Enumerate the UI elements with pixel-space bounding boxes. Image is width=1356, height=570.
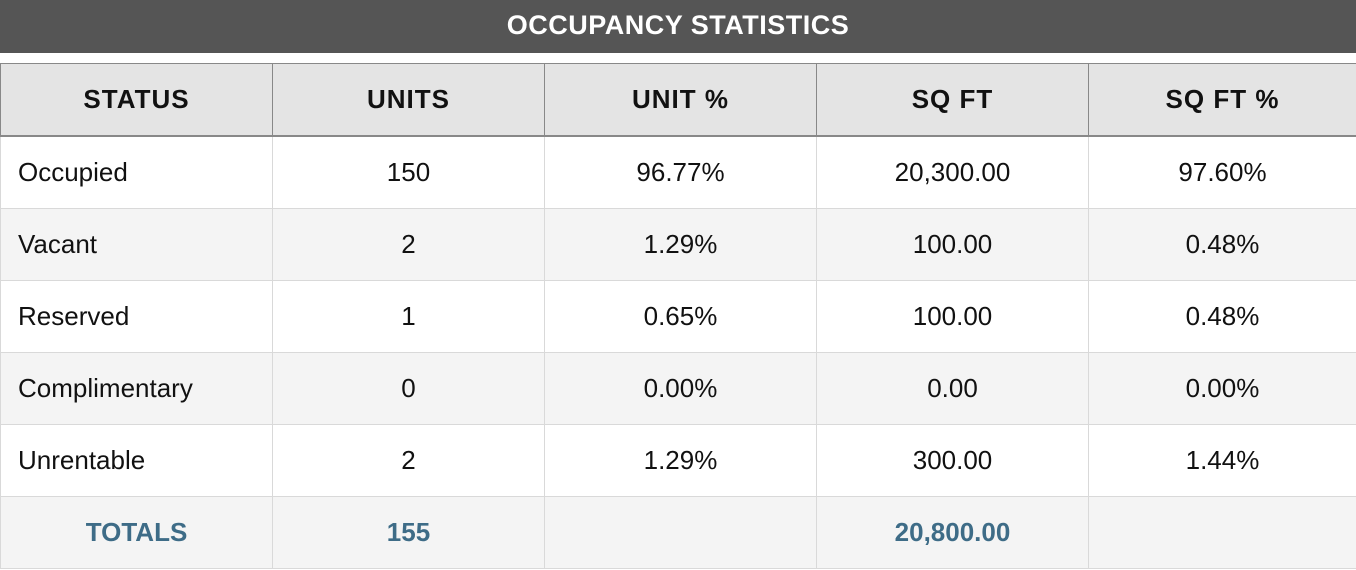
column-header-units: UNITS	[272, 63, 545, 137]
totals-units: 155	[272, 496, 545, 569]
page-title: OCCUPANCY STATISTICS	[0, 0, 1356, 53]
cell-sq-ft: 0.00	[816, 352, 1089, 425]
cell-status: Occupied	[0, 135, 273, 209]
cell-units: 2	[272, 208, 545, 281]
table-header-row: STATUS UNITS UNIT % SQ FT SQ FT %	[0, 63, 1356, 137]
cell-sq-ft-percent: 0.48%	[1088, 208, 1356, 281]
cell-units: 2	[272, 424, 545, 497]
cell-unit-percent: 96.77%	[544, 135, 817, 209]
cell-status: Vacant	[0, 208, 273, 281]
cell-status: Complimentary	[0, 352, 273, 425]
cell-unit-percent: 0.65%	[544, 280, 817, 353]
table-row: Complimentary 0 0.00% 0.00 0.00%	[0, 352, 1356, 425]
totals-sq-ft: 20,800.00	[816, 496, 1089, 569]
column-header-unit-percent: UNIT %	[544, 63, 817, 137]
table-row: Vacant 2 1.29% 100.00 0.48%	[0, 208, 1356, 281]
cell-sq-ft: 100.00	[816, 280, 1089, 353]
cell-unit-percent: 1.29%	[544, 208, 817, 281]
cell-sq-ft: 100.00	[816, 208, 1089, 281]
cell-units: 0	[272, 352, 545, 425]
totals-unit-percent	[544, 496, 817, 569]
cell-sq-ft-percent: 0.00%	[1088, 352, 1356, 425]
totals-sq-ft-percent	[1088, 496, 1356, 569]
cell-status: Unrentable	[0, 424, 273, 497]
cell-units: 1	[272, 280, 545, 353]
cell-sq-ft-percent: 1.44%	[1088, 424, 1356, 497]
cell-status: Reserved	[0, 280, 273, 353]
cell-sq-ft: 300.00	[816, 424, 1089, 497]
table-row: Unrentable 2 1.29% 300.00 1.44%	[0, 424, 1356, 497]
table-row: Occupied 150 96.77% 20,300.00 97.60%	[0, 135, 1356, 209]
cell-unit-percent: 0.00%	[544, 352, 817, 425]
table-row: Reserved 1 0.65% 100.00 0.48%	[0, 280, 1356, 353]
column-header-status: STATUS	[0, 63, 273, 137]
cell-sq-ft: 20,300.00	[816, 135, 1089, 209]
totals-label: TOTALS	[0, 496, 273, 569]
totals-row: TOTALS 155 20,800.00	[0, 496, 1356, 569]
cell-units: 150	[272, 135, 545, 209]
column-header-sq-ft: SQ FT	[816, 63, 1089, 137]
column-header-sq-ft-percent: SQ FT %	[1088, 63, 1356, 137]
occupancy-table: STATUS UNITS UNIT % SQ FT SQ FT % Occupi…	[0, 63, 1356, 569]
cell-sq-ft-percent: 97.60%	[1088, 135, 1356, 209]
cell-unit-percent: 1.29%	[544, 424, 817, 497]
cell-sq-ft-percent: 0.48%	[1088, 280, 1356, 353]
